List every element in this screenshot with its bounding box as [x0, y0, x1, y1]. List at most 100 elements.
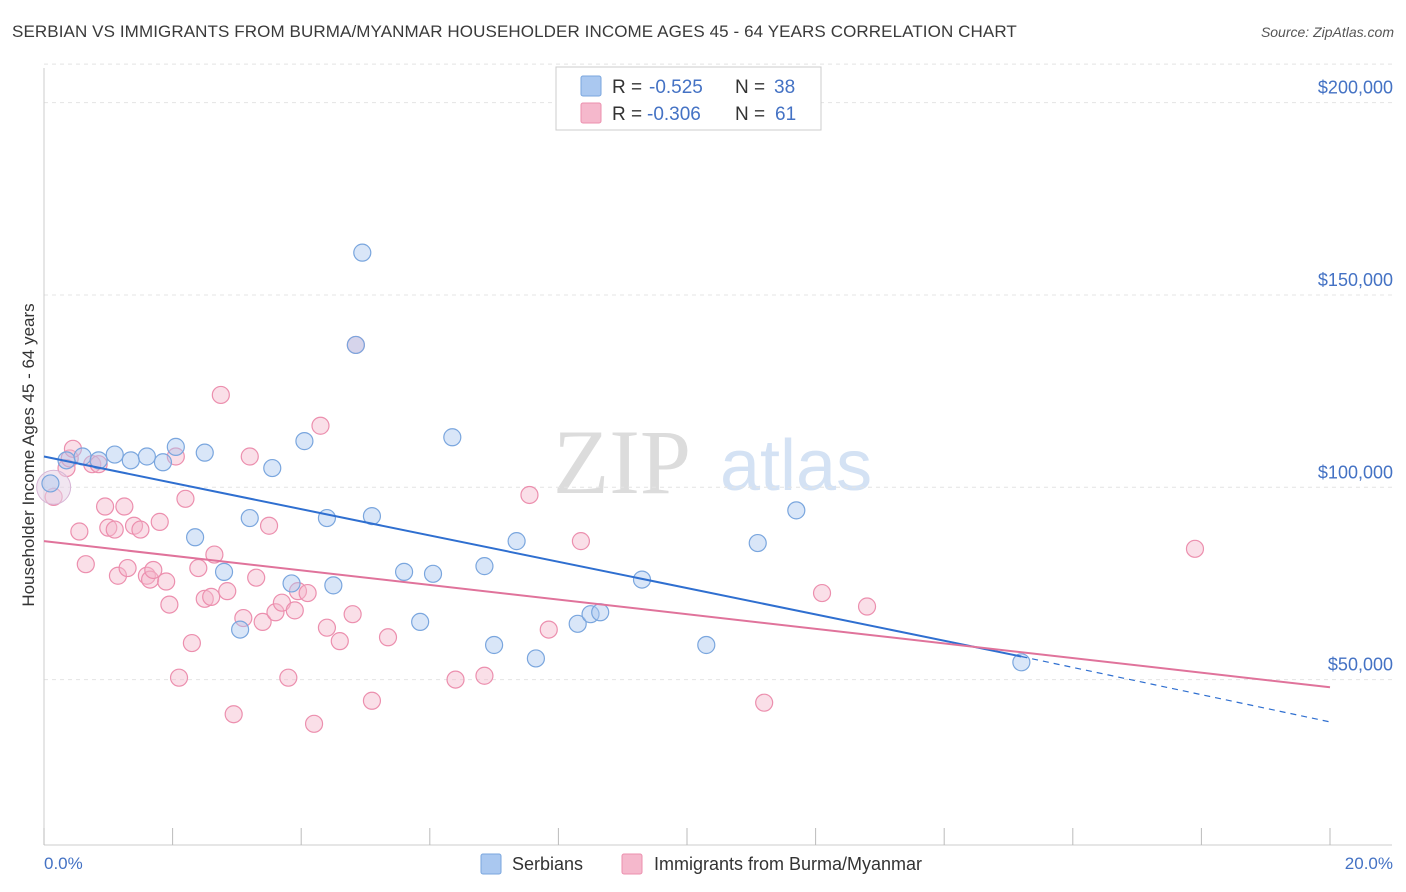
burma-point	[150, 512, 169, 531]
serbians-point	[121, 451, 140, 470]
burma-point	[108, 566, 128, 585]
y-axis-label: Householder Income Ages 45 - 64 years	[19, 303, 38, 606]
burma-point	[118, 558, 137, 578]
x-tick-label-min: 0.0%	[44, 854, 83, 873]
burma-point	[857, 597, 877, 616]
burma-point	[115, 497, 134, 516]
serbians-point	[89, 451, 108, 470]
serbians-point	[263, 458, 282, 478]
burma-point	[285, 601, 304, 620]
burma-point	[205, 545, 224, 564]
serbians-point	[485, 635, 504, 655]
chart-title: SERBIAN VS IMMIGRANTS FROM BURMA/MYANMAR…	[12, 22, 1017, 41]
watermark-zip: ZIP	[553, 411, 691, 513]
stats-r-label-serbians: R =	[612, 77, 642, 98]
burma-point	[812, 583, 832, 603]
serbians-point	[137, 447, 156, 466]
y-tick-label: $50,000	[1328, 655, 1393, 675]
burma-point	[63, 439, 83, 458]
serbians-point	[591, 603, 610, 622]
source-label: Source: ZipAtlas.com	[1260, 24, 1394, 40]
stats-r-label-burma: R =	[612, 104, 642, 125]
y-tick-labels: $50,000 $100,000 $150,000 $200,000	[1318, 78, 1393, 675]
burma-point	[475, 666, 494, 685]
burma-point	[571, 532, 591, 551]
burma-point	[224, 705, 243, 724]
burma-point	[189, 558, 208, 578]
serbians-point	[394, 562, 414, 581]
serbians-point	[748, 533, 767, 553]
burma-point	[304, 714, 324, 733]
serbians-point	[317, 508, 337, 528]
burma-point	[169, 668, 189, 687]
stats-r-value-burma: -0.306	[647, 104, 701, 125]
serbians-point	[105, 445, 124, 464]
burma-point	[211, 385, 230, 405]
serbians-point	[324, 576, 343, 595]
serbians-point	[475, 557, 494, 576]
serbians-point	[526, 649, 545, 668]
stats-swatch-burma	[580, 102, 602, 124]
burma-point	[279, 668, 298, 687]
legend-label-serbians: Serbians	[512, 854, 583, 874]
burma-point	[144, 560, 163, 580]
burma-point	[343, 605, 362, 624]
series-burma-points	[36, 335, 1205, 733]
burma-point	[160, 595, 179, 614]
burma-point	[105, 520, 124, 539]
burma-point	[176, 489, 195, 508]
stats-r-value-serbians: -0.525	[649, 77, 703, 98]
burma-point	[330, 632, 349, 651]
burma-point	[311, 416, 330, 435]
watermark-atlas: atlas	[720, 426, 872, 506]
stats-box: R = -0.525 N = 38 R = -0.306 N = 61	[555, 66, 822, 131]
serbians-point	[153, 453, 173, 472]
stats-n-value-burma: 61	[775, 104, 796, 125]
serbians-point	[443, 428, 462, 447]
burma-point	[317, 618, 337, 637]
serbians-point	[353, 243, 372, 262]
burma-point	[247, 568, 266, 587]
y-tick-label: $100,000	[1318, 462, 1393, 482]
burma-point	[195, 589, 214, 608]
gridlines	[44, 63, 1392, 681]
burma-point	[253, 612, 272, 632]
burma-point	[259, 516, 279, 535]
burma-point	[755, 693, 774, 712]
legend-label-burma: Immigrants from Burma/Myanmar	[654, 854, 922, 874]
serbians-point	[697, 635, 716, 655]
serbians-point	[295, 432, 314, 451]
legend-swatch-burma	[621, 853, 643, 875]
serbians-point	[186, 528, 205, 547]
burma-point	[446, 670, 465, 689]
serbians-point	[423, 564, 443, 583]
burma-point	[70, 522, 89, 541]
stats-swatch-serbians	[580, 75, 602, 97]
burma-point	[157, 572, 176, 591]
burma-point	[378, 628, 398, 647]
burma-point	[234, 608, 253, 628]
legend-swatch-serbians	[480, 853, 502, 875]
y-tick-label: $150,000	[1318, 270, 1393, 290]
stats-n-label-serbians: N =	[735, 77, 765, 98]
burma-point	[131, 520, 150, 539]
burma-point	[76, 555, 95, 574]
serbians-point	[568, 614, 587, 633]
burma-point	[298, 583, 317, 603]
burma-point	[202, 587, 221, 606]
serbians-trend-extension	[1021, 655, 1331, 723]
y-tick-label: $200,000	[1318, 78, 1393, 98]
serbians-point	[1012, 653, 1031, 672]
cluster-point	[36, 469, 72, 505]
serbians-point	[411, 612, 430, 632]
burma-point	[240, 447, 259, 466]
serbians-point	[166, 437, 185, 456]
burma-point	[182, 633, 201, 653]
x-tick-label-max: 20.0%	[1345, 854, 1393, 873]
serbians-point	[231, 620, 250, 639]
serbians-point	[214, 562, 234, 581]
burma-trend-line	[43, 540, 1331, 689]
stats-n-value-serbians: 38	[774, 77, 795, 98]
serbians-trend-line	[43, 455, 1022, 658]
burma-point	[95, 497, 115, 516]
